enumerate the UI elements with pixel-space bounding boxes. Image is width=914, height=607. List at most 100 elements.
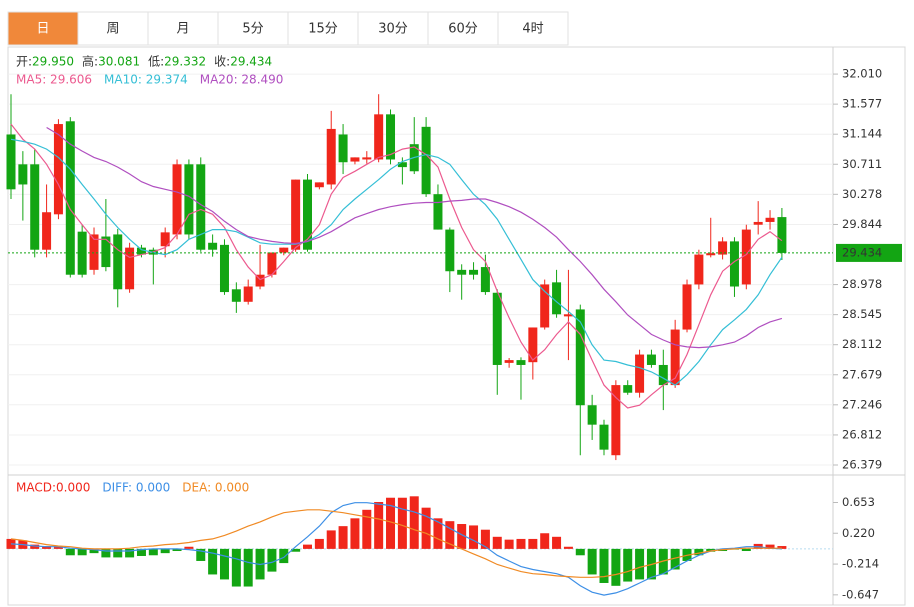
ohlc-label: 收: [214,55,230,69]
tab-label[interactable]: 日 [36,22,49,37]
tab-label[interactable]: 30分 [378,22,408,37]
tab[interactable] [217,11,289,46]
macd-line [10,509,782,578]
macd-bar [575,548,585,556]
candle-body [184,164,194,235]
candle-body [326,128,336,185]
macd-legend: DIFF: 0.000 [102,481,170,495]
macd-bar [350,518,360,549]
macd-bar [599,548,609,583]
candle-body [516,360,526,365]
macd-bar [196,548,206,561]
candle-body [623,385,633,393]
candle-body [433,194,443,230]
candle-body [480,267,490,293]
ohlc-value: 29.950 [32,55,74,69]
candle-body [136,247,146,255]
macd-legend: MACD:0.000 [16,481,90,495]
macd-legend: DEA: 0.000 [182,481,249,495]
macd-bar [635,548,645,580]
macd-bar [433,518,443,549]
candle-body [279,247,289,253]
candle-body [65,121,75,275]
tab[interactable] [357,11,429,46]
macd-bar [77,548,87,556]
candle-body [741,229,751,285]
candle-body [575,309,585,406]
y-tick-label: 31.144 [842,127,882,141]
y-tick-label: 30.278 [842,187,882,201]
y-tick-label: 0.220 [842,526,875,540]
macd-bar [386,497,396,549]
tab[interactable] [427,11,499,46]
candle-body [646,354,656,365]
ma-line [10,123,783,409]
ma-legend: MA20: 28.490 [200,73,284,87]
macd-bar [338,526,348,549]
ohlc-label: 开: [16,55,32,69]
macd-bar [184,546,194,549]
macd-bar [303,544,312,549]
y-tick-label: 29.844 [842,217,882,231]
candle-body [682,284,692,330]
candle-body [30,164,40,250]
candle-body [587,405,597,425]
tab-label[interactable]: 5分 [242,22,263,37]
chart-frame [7,46,906,606]
tab[interactable] [7,11,79,46]
macd-bar [101,548,111,558]
candle-body [125,247,135,290]
tab-label[interactable]: 15分 [308,22,338,37]
tab-label[interactable]: 60分 [448,22,478,37]
ma-legend: MA5: 29.606 [16,73,92,87]
candle-body [6,134,16,190]
macd-bar [291,548,301,552]
ohlc-value: 29.332 [164,55,206,69]
candle-body [552,282,562,315]
candle-body [53,124,63,215]
candle-body [706,253,716,256]
macd-bar [611,548,621,586]
tab[interactable] [497,11,569,46]
y-tick-label: 0.653 [842,495,875,509]
macd-bar [243,548,253,587]
macd-bar [219,548,229,580]
candle-body [243,286,253,302]
macd-bar [53,546,63,549]
macd-bar [374,501,384,549]
candle-body [528,327,538,363]
tab-label[interactable]: 周 [106,22,119,37]
tab[interactable] [77,11,149,46]
macd-bar [362,509,372,549]
tab-label[interactable]: 4时 [522,22,543,37]
ohlc-value: 30.081 [98,55,140,69]
macd-bar [694,548,704,556]
y-tick-label: 30.711 [842,157,882,171]
macd-bar [148,548,158,556]
candle-body [89,234,99,270]
macd-bar [777,546,787,549]
macd-bar [409,496,419,549]
macd-bar [706,548,716,552]
candle-body [208,242,218,250]
last-price-box [836,243,902,262]
candle-body [753,221,763,225]
candle-body [231,289,241,302]
macd-bar [421,507,431,549]
macd-bar [113,548,123,558]
candle-body [291,179,301,250]
macd-bar [492,536,502,549]
macd-bar [670,548,680,570]
candle-body [113,234,123,290]
candle-body [445,229,455,272]
tab-label[interactable]: 月 [176,22,189,37]
tab[interactable] [147,11,219,46]
y-tick-label: 26.812 [842,427,882,441]
macd-bar [516,538,526,549]
y-tick-label: -0.214 [842,557,879,571]
candle-body [350,157,360,162]
candle-body [172,164,182,235]
macd-bar [552,536,562,549]
candle-body [694,254,704,285]
